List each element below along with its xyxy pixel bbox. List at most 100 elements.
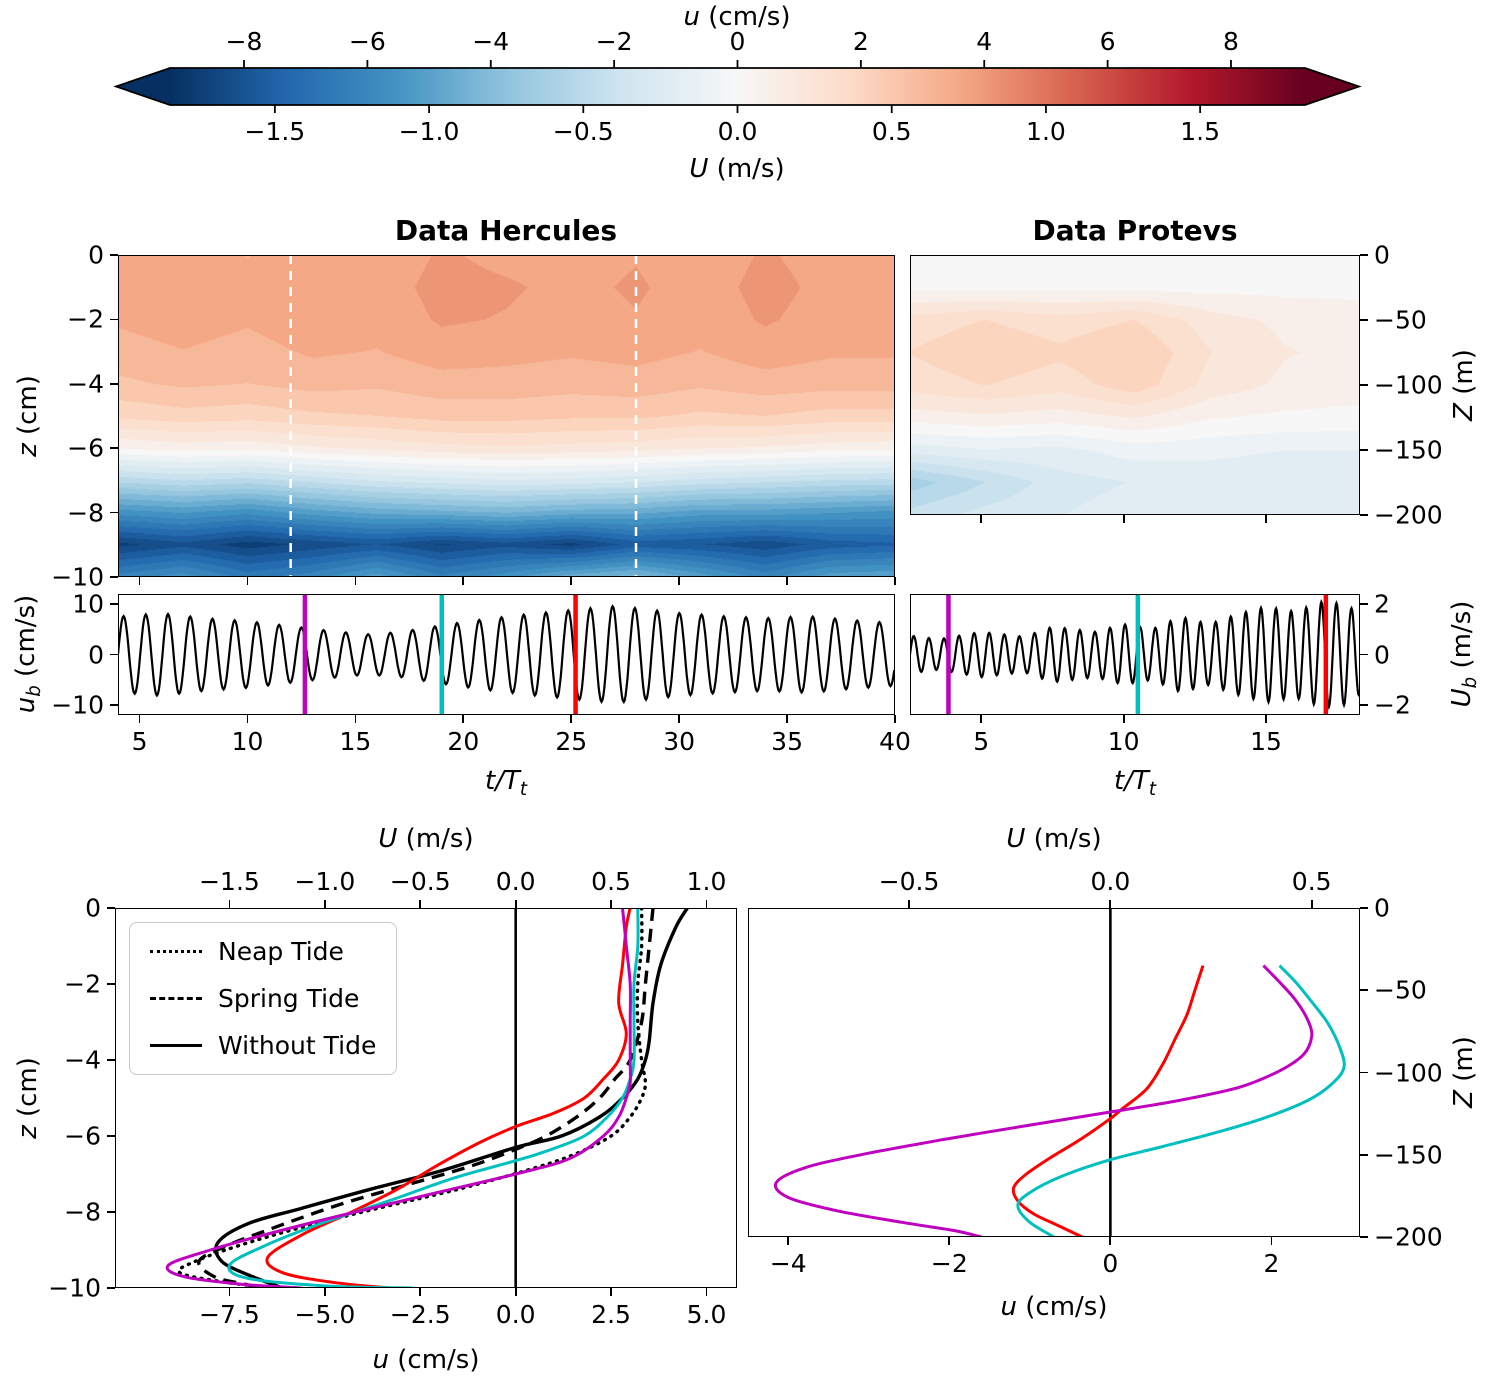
- xlabel-protevs-timeseries: t/Tt: [1114, 766, 1156, 800]
- tick-label: −1.0: [294, 867, 356, 896]
- tick-label: −50: [1374, 305, 1427, 335]
- tick-label: −150: [1374, 435, 1443, 465]
- tick-mark: [1109, 900, 1112, 908]
- tick-label: 0: [1374, 640, 1390, 669]
- tick-mark: [246, 577, 249, 585]
- tick-mark: [980, 715, 983, 723]
- colorbar-tick-label: 6: [1099, 27, 1116, 56]
- tick-label: −4: [64, 1045, 101, 1075]
- tick-mark: [894, 577, 896, 585]
- legend-line-solid: [150, 1044, 202, 1047]
- tick-mark: [980, 515, 983, 523]
- tick-mark: [110, 318, 118, 321]
- legend: Neap Tide Spring Tide Without Tide: [129, 922, 398, 1075]
- tick-mark: [786, 577, 788, 585]
- legend-line-dotted: [150, 950, 202, 953]
- xlabel-top-protevs-profiles: U (m/s): [1006, 824, 1101, 854]
- ylabel-protevs-heatmap-var: Z: [1449, 403, 1479, 421]
- xlabel-top-hercules-rest: (m/s): [397, 824, 474, 854]
- tick-label: −2: [1374, 690, 1411, 720]
- tick-mark: [110, 704, 118, 706]
- tick-label: −6: [64, 1121, 101, 1151]
- tick-label: −150: [1374, 1140, 1443, 1170]
- tick-label: −8: [64, 1197, 101, 1227]
- colorbar-tick-label: 1.0: [1026, 117, 1066, 146]
- tick-mark: [462, 715, 465, 723]
- series-profile-cyan: [227, 908, 640, 1288]
- tick-label: 5: [131, 727, 148, 756]
- tick-mark: [246, 715, 249, 723]
- tick-label: −4: [769, 1249, 807, 1278]
- xlabel-hercules-timeseries: t/Tt: [485, 766, 527, 800]
- tick-label: −2: [67, 304, 104, 334]
- tick-mark: [514, 1288, 517, 1296]
- colorbar-tick-label: −0.5: [552, 117, 614, 146]
- ylabel-protevs-timeseries: Ub (m/s): [1447, 601, 1481, 708]
- tick-mark: [787, 1237, 790, 1245]
- ylabel-hercules-heatmap: z (cm): [13, 375, 43, 457]
- tick-mark: [228, 1288, 231, 1296]
- tick-label: 30: [663, 727, 696, 756]
- colorbar: [113, 60, 1362, 113]
- ylabel-protevs-heatmap-rest: (m): [1449, 349, 1479, 404]
- ylabel-hercules-prof-var: z: [13, 1125, 43, 1139]
- tick-mark: [948, 1237, 951, 1245]
- ylabel-protevs-ts-sub: b: [1460, 676, 1482, 689]
- tick-mark: [107, 907, 115, 909]
- tick-mark: [894, 715, 896, 723]
- xlabel-bot-protevs-rest: (cm/s): [1017, 1292, 1108, 1322]
- tick-mark: [786, 715, 788, 723]
- tick-label: −0.5: [389, 867, 451, 896]
- tick-mark: [110, 603, 118, 605]
- tick-label: 20: [447, 727, 480, 756]
- protevs_heatmap-canvas: [910, 255, 1360, 515]
- tick-mark: [1109, 1237, 1112, 1245]
- colorbar-tick-label: −8: [225, 27, 263, 56]
- colorbar-tick-label: 2: [852, 27, 869, 56]
- colorbar-tick-label: −6: [348, 27, 386, 56]
- protevs_heatmap-overlay: [910, 255, 1360, 515]
- legend-item-neap-tide: Neap Tide: [150, 937, 376, 966]
- tick-mark: [110, 576, 118, 578]
- tick-mark: [514, 900, 517, 908]
- hercules_timeseries-plot: [118, 594, 895, 715]
- tick-label: −200: [1374, 1222, 1443, 1252]
- tick-label: 0: [1374, 893, 1390, 923]
- tick-mark: [610, 900, 612, 908]
- tick-label: 40: [879, 727, 911, 756]
- legend-label-without-tide: Without Tide: [218, 1031, 377, 1060]
- tick-mark: [1122, 515, 1125, 523]
- colorbar-title-top-var: u: [683, 2, 700, 32]
- xlabel-protevs-ts-sub: t: [1148, 779, 1156, 801]
- tick-label: 5: [973, 727, 990, 756]
- colorbar-tick-label: −1.0: [398, 117, 460, 146]
- tick-mark: [1265, 715, 1267, 723]
- xlabel-hercules-ts-sub: t: [519, 779, 527, 801]
- tick-mark: [1360, 1071, 1368, 1074]
- tick-mark: [1360, 1153, 1368, 1156]
- protevs_profiles-plot: [774, 908, 1346, 1237]
- tick-mark: [570, 715, 573, 723]
- tick-label: 0.0: [1090, 867, 1131, 896]
- colorbar-title-top-rest: (cm/s): [700, 2, 791, 32]
- tick-mark: [678, 577, 681, 585]
- ylabel-hercules-heatmap-var: z: [13, 443, 43, 457]
- ylabel-hercules-timeseries: ub (cm/s): [11, 595, 45, 714]
- xlabel-bot-hercules-var: u: [372, 1345, 389, 1375]
- legend-line-dashed: [150, 997, 202, 1000]
- tick-mark: [1360, 254, 1368, 256]
- tick-mark: [107, 1211, 115, 1213]
- tick-mark: [705, 900, 708, 908]
- ylabel-protevs-heatmap: Z (m): [1449, 349, 1479, 421]
- legend-label-spring-tide: Spring Tide: [218, 984, 360, 1013]
- tick-label: 35: [771, 727, 803, 756]
- xlabel-bottom-hercules-profiles: u (cm/s): [373, 1345, 480, 1375]
- colorbar-tick-label: 8: [1223, 27, 1239, 56]
- tick-label: −6: [67, 433, 104, 463]
- legend-item-spring-tide: Spring Tide: [150, 984, 376, 1013]
- tick-mark: [1360, 653, 1368, 656]
- colorbar-tick-label: −2: [595, 27, 633, 56]
- tick-label: −2: [64, 969, 101, 999]
- tidal-velocity-line: [910, 598, 1360, 711]
